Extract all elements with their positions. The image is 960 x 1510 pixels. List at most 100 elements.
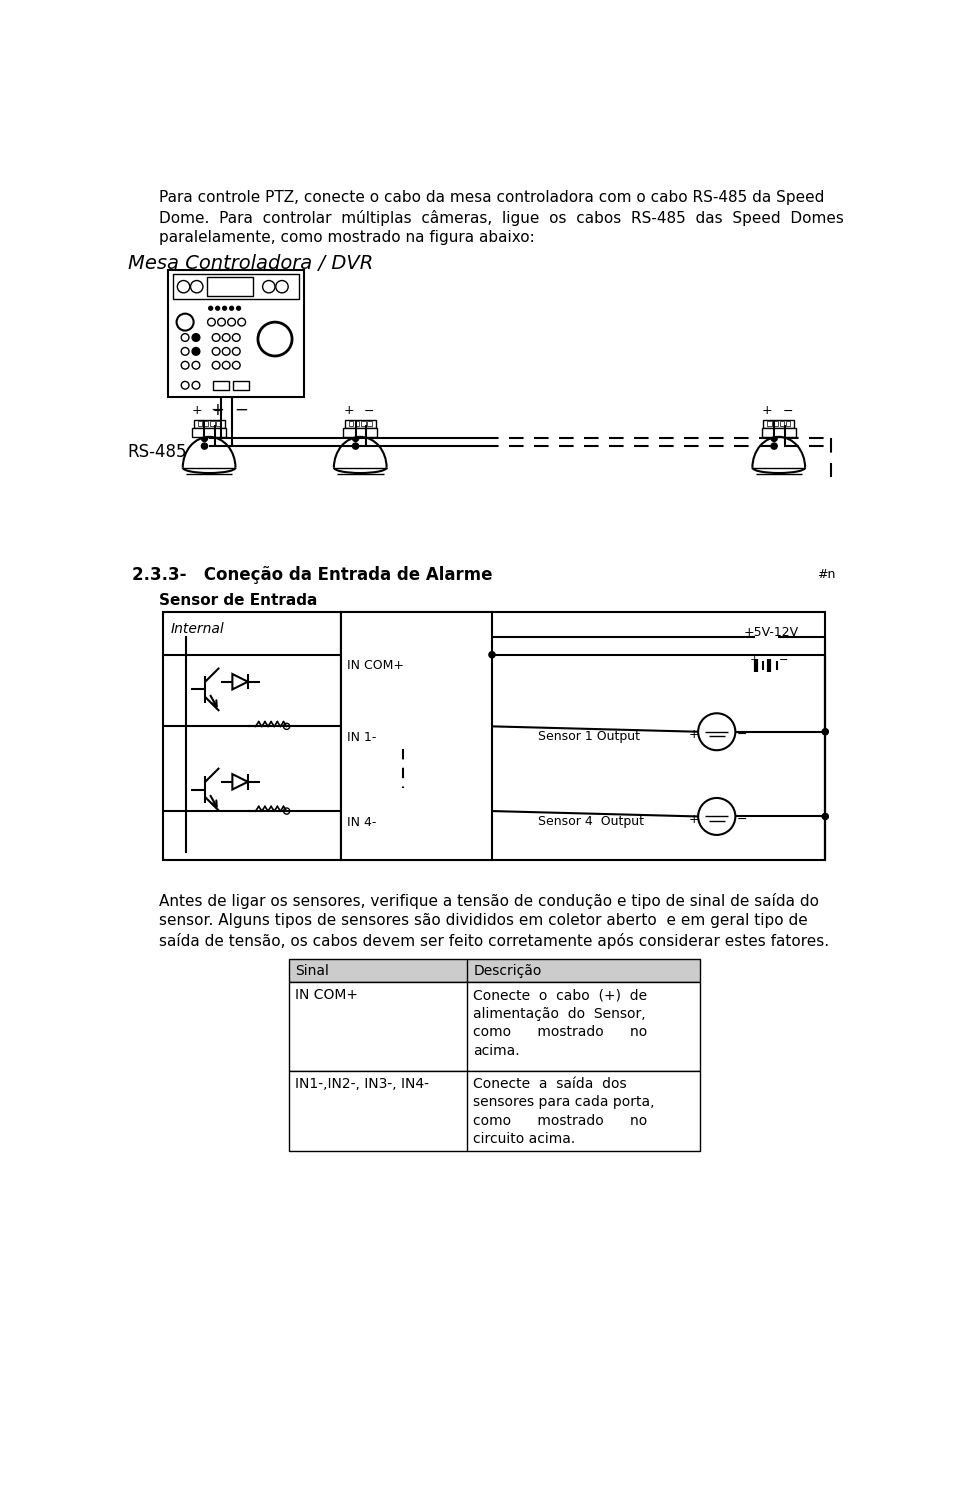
Bar xyxy=(341,613,826,861)
Text: −: − xyxy=(782,405,793,417)
Text: sensores para cada porta,: sensores para cada porta, xyxy=(473,1095,655,1110)
Circle shape xyxy=(352,435,359,441)
Circle shape xyxy=(212,334,220,341)
Circle shape xyxy=(223,334,230,341)
Bar xyxy=(785,421,790,426)
Text: #n: #n xyxy=(818,568,836,581)
Text: como      mostrado      no: como mostrado no xyxy=(473,1114,648,1128)
Circle shape xyxy=(177,314,194,331)
Circle shape xyxy=(228,319,235,326)
Circle shape xyxy=(192,382,200,390)
Circle shape xyxy=(698,713,735,750)
Text: −: − xyxy=(234,400,248,418)
Bar xyxy=(763,420,794,427)
Text: saída de tensão, os cabos devem ser feito corretamente após considerar estes fat: saída de tensão, os cabos devem ser feit… xyxy=(158,933,828,950)
Bar xyxy=(344,427,377,436)
Text: +: + xyxy=(192,405,203,417)
Bar xyxy=(767,421,772,426)
Text: Mesa Controladora / DVR: Mesa Controladora / DVR xyxy=(128,254,373,273)
Circle shape xyxy=(771,435,778,441)
Circle shape xyxy=(698,797,735,835)
Polygon shape xyxy=(232,775,248,790)
Circle shape xyxy=(192,334,200,341)
Text: +: + xyxy=(689,812,700,826)
Circle shape xyxy=(181,347,189,355)
Text: −: − xyxy=(364,405,374,417)
Text: Descrição: Descrição xyxy=(473,965,541,978)
Circle shape xyxy=(232,361,240,368)
Text: circuito acima.: circuito acima. xyxy=(473,1132,576,1146)
Bar xyxy=(761,427,796,436)
Circle shape xyxy=(283,723,290,729)
Circle shape xyxy=(283,808,290,814)
Bar xyxy=(289,1071,700,1152)
Text: +: + xyxy=(761,405,773,417)
Circle shape xyxy=(192,347,200,355)
Circle shape xyxy=(212,361,220,368)
Circle shape xyxy=(352,442,359,448)
Text: +5V-12V: +5V-12V xyxy=(744,627,799,639)
Text: Internal: Internal xyxy=(170,622,224,636)
Circle shape xyxy=(223,307,227,310)
Bar xyxy=(345,420,375,427)
Circle shape xyxy=(190,281,203,293)
Text: como      mostrado      no: como mostrado no xyxy=(473,1025,648,1039)
Text: Para controle PTZ, conecte o cabo da mesa controladora com o cabo RS-485 da Spee: Para controle PTZ, conecte o cabo da mes… xyxy=(158,190,824,205)
Text: Conecte  o  cabo  (+)  de: Conecte o cabo (+) de xyxy=(473,988,648,1003)
Circle shape xyxy=(258,322,292,356)
Circle shape xyxy=(822,814,828,820)
Circle shape xyxy=(216,307,220,310)
Bar xyxy=(341,613,492,861)
Bar xyxy=(233,381,249,390)
Text: Sensor 1 Output: Sensor 1 Output xyxy=(539,731,640,743)
Text: −: − xyxy=(779,655,788,664)
Text: −: − xyxy=(213,405,224,417)
Text: paralelamente, como mostrado na figura abaixo:: paralelamente, como mostrado na figura a… xyxy=(158,231,535,246)
Text: IN COM+: IN COM+ xyxy=(348,660,404,672)
Text: sensor. Alguns tipos de sensores são divididos em coletor aberto  e em geral tip: sensor. Alguns tipos de sensores são div… xyxy=(158,914,807,929)
Bar xyxy=(206,278,253,296)
Bar xyxy=(210,421,214,426)
Text: IN COM+: IN COM+ xyxy=(295,988,358,1003)
Bar xyxy=(194,420,225,427)
Circle shape xyxy=(489,652,495,658)
Bar xyxy=(289,959,700,982)
Bar xyxy=(173,275,299,299)
Circle shape xyxy=(207,319,215,326)
Text: +: + xyxy=(689,728,700,741)
Text: Antes de ligar os sensores, verifique a tensão de condução e tipo de sinal de sa: Antes de ligar os sensores, verifique a … xyxy=(158,894,819,909)
Text: Conecte  a  saída  dos: Conecte a saída dos xyxy=(473,1077,627,1090)
Circle shape xyxy=(178,281,190,293)
Circle shape xyxy=(276,281,288,293)
Text: +: + xyxy=(210,400,224,418)
Circle shape xyxy=(192,361,200,368)
Text: IN1-,IN2-, IN3-, IN4-: IN1-,IN2-, IN3-, IN4- xyxy=(295,1077,429,1090)
Text: Sensor 4  Output: Sensor 4 Output xyxy=(539,815,644,827)
Bar xyxy=(198,421,203,426)
Bar xyxy=(168,270,303,397)
Bar xyxy=(355,421,359,426)
Circle shape xyxy=(181,334,189,341)
Bar xyxy=(192,427,227,436)
Bar xyxy=(774,421,778,426)
Bar xyxy=(204,421,208,426)
Bar xyxy=(216,421,221,426)
Circle shape xyxy=(202,442,207,448)
Text: −: − xyxy=(737,812,748,826)
Bar xyxy=(213,381,228,390)
Circle shape xyxy=(181,382,189,390)
Circle shape xyxy=(822,729,828,735)
Text: alimentação  do  Sensor,: alimentação do Sensor, xyxy=(473,1007,646,1021)
Text: +: + xyxy=(344,405,354,417)
Text: Sensor de Entrada: Sensor de Entrada xyxy=(158,593,317,609)
Circle shape xyxy=(229,307,233,310)
Text: acima.: acima. xyxy=(473,1043,520,1057)
Circle shape xyxy=(223,347,230,355)
Circle shape xyxy=(223,361,230,368)
Text: Sinal: Sinal xyxy=(295,965,329,978)
Circle shape xyxy=(218,319,226,326)
Text: 2.3.3-   Coneção da Entrada de Alarme: 2.3.3- Coneção da Entrada de Alarme xyxy=(132,566,492,584)
Circle shape xyxy=(232,334,240,341)
Bar xyxy=(162,613,341,861)
Circle shape xyxy=(208,307,212,310)
